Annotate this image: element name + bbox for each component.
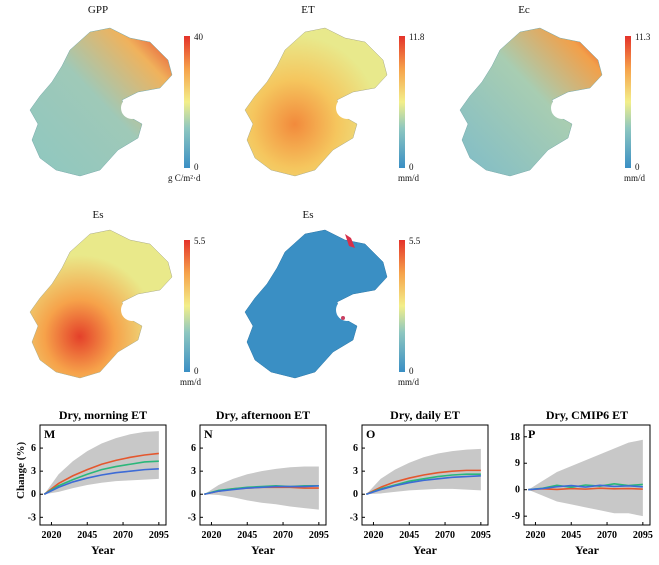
colorbar-max: 11.8 [409,32,425,42]
panel-title: Dry, afternoon ET [216,408,310,422]
y-tick-label: 9 [515,458,520,469]
x-tick-label: 2095 [633,530,653,541]
map-title-es-2: Es [302,209,314,221]
colorbar-et [399,36,405,168]
x-tick-label: 2095 [309,530,329,541]
colorbar-unit: mm/d [398,173,420,183]
x-tick-label: 2020 [525,530,545,541]
series-line-red [365,469,481,495]
map-title-et: ET [301,4,315,16]
y-tick-label: -3 [350,512,358,523]
uncertainty-band [528,439,643,517]
series-line-red [43,452,159,495]
series-line-blue [204,484,319,496]
plot-frame [199,424,327,526]
line-charts: Dry, morning ET M -3 0 3 6 2020 2045 2070 2095 Yea… [28,408,653,557]
panel-letter: M [44,427,55,441]
y-tick-label: 0 [31,489,36,500]
colorbar-min: 0 [635,162,640,172]
uncertainty-band [44,431,159,495]
x-tick-label: 2070 [435,530,455,541]
colorbar-gpp [184,36,190,168]
map-title-es: Es [92,209,104,221]
plot-frame [39,424,167,526]
y-tick-label: 0 [353,489,358,500]
colorbar-unit: g C/m²·d [168,173,201,183]
y-tick-label: 6 [353,443,358,454]
x-tick-label: 2045 [237,530,257,541]
series-line-blue [366,474,481,495]
x-axis-label: Year [413,543,438,557]
x-tick-label: 2070 [597,530,617,541]
y-tick-label: 3 [191,466,196,477]
colorbar-min: 0 [409,162,414,172]
y-tick-label: 0 [191,489,196,500]
colorbar-max: 5.5 [409,236,421,246]
x-axis-label: Year [251,543,276,557]
series-line-blue [528,484,643,491]
plot-frame [523,424,651,526]
colorbar-min: 0 [409,366,414,376]
colorbar-max: 5.5 [194,236,206,246]
x-axis-label: Year [575,543,600,557]
x-tick-label: 2020 [41,530,61,541]
y-tick-label: 6 [31,443,36,454]
panel-letter: N [204,427,213,441]
colorbar-unit: mm/d [624,173,646,183]
colorbar-max: 40 [194,32,203,42]
x-tick-label: 2045 [399,530,419,541]
y-tick-label: 18 [510,432,520,443]
colorbar-min: 0 [194,162,199,172]
x-tick-label: 2045 [561,530,581,541]
y-tick-label: 3 [353,466,358,477]
colorbar-min: 0 [194,366,199,376]
map-title-gpp: GPP [87,4,109,16]
y-tick-label: 0 [515,485,520,496]
map-et [244,27,388,177]
y-tick-label: 6 [191,443,196,454]
y-tick-label: -3 [188,512,196,523]
series-line-green [43,460,159,495]
map-title-ec: Ec [518,4,530,16]
x-tick-label: 2070 [113,530,133,541]
y-tick-label: -9 [512,511,520,522]
y-tick-label: -3 [28,512,36,523]
plot-frame [361,424,489,526]
panel-title: Dry, daily ET [390,408,460,422]
colorbar-es-2 [399,240,405,372]
panel-title: Dry, CMIP6 ET [546,408,628,422]
map-ec [459,27,603,177]
colorbar-unit: mm/d [180,377,202,387]
series-line-red [528,487,643,491]
colorbar-max: 11.3 [635,32,651,42]
colorbar-unit: mm/d [398,377,420,387]
map-gpp [29,27,173,177]
y-tick-label: 3 [31,466,36,477]
panel-letter: P [528,427,535,441]
x-tick-label: 2070 [273,530,293,541]
x-tick-label: 2095 [471,530,491,541]
panel-title: Dry, morning ET [59,408,147,422]
uncertainty-band [366,448,481,495]
panel-letter: O [366,427,375,441]
x-tick-label: 2095 [149,530,169,541]
map-es-2 [244,229,388,379]
colorbar-es [184,240,190,372]
x-axis-label: Year [91,543,116,557]
x-tick-label: 2020 [201,530,221,541]
colorbar-ec [625,36,631,168]
map-es [29,229,173,379]
x-tick-label: 2020 [363,530,383,541]
series-line-blue [43,468,159,495]
x-tick-label: 2045 [77,530,97,541]
